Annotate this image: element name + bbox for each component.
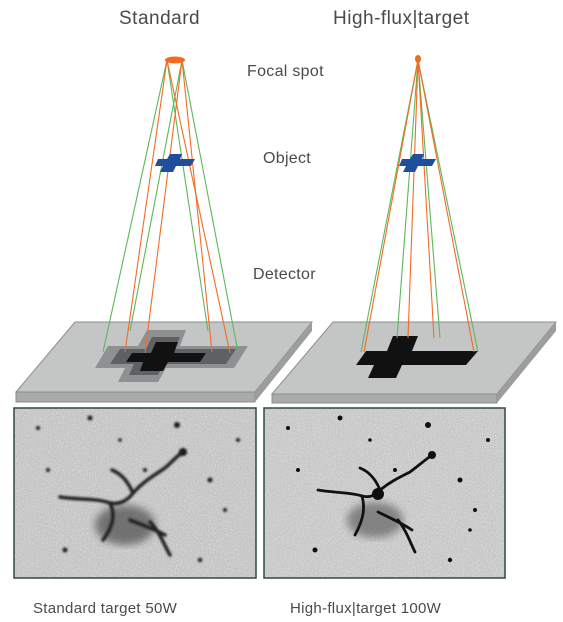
standard-rays-orange bbox=[124, 59, 231, 354]
high-flux-focal-spot bbox=[415, 55, 421, 63]
high-flux-setup bbox=[270, 55, 558, 404]
standard-rays-green bbox=[102, 59, 239, 353]
standard-xray-image bbox=[13, 407, 257, 579]
high-flux-shadow-core bbox=[356, 336, 478, 378]
standard-focal-spot bbox=[165, 56, 185, 64]
detector-label: Detector bbox=[253, 266, 316, 283]
high-flux-xray-image bbox=[263, 407, 506, 579]
standard-object bbox=[155, 154, 195, 172]
high-flux-rays-orange bbox=[363, 59, 475, 353]
focal-spot-label: Focal spot bbox=[247, 63, 324, 80]
standard-title: Standard bbox=[119, 8, 201, 29]
high-flux-rays-green bbox=[360, 59, 479, 353]
object-label: Object bbox=[263, 150, 312, 167]
standard-shadow-core bbox=[126, 342, 206, 371]
high-flux-object bbox=[399, 154, 436, 172]
high-flux-title: High-flux|target bbox=[333, 8, 470, 29]
standard-setup bbox=[14, 56, 314, 403]
standard-caption: Standard target 50W bbox=[33, 600, 178, 617]
high-flux-caption: High-flux|target 100W bbox=[290, 600, 442, 617]
